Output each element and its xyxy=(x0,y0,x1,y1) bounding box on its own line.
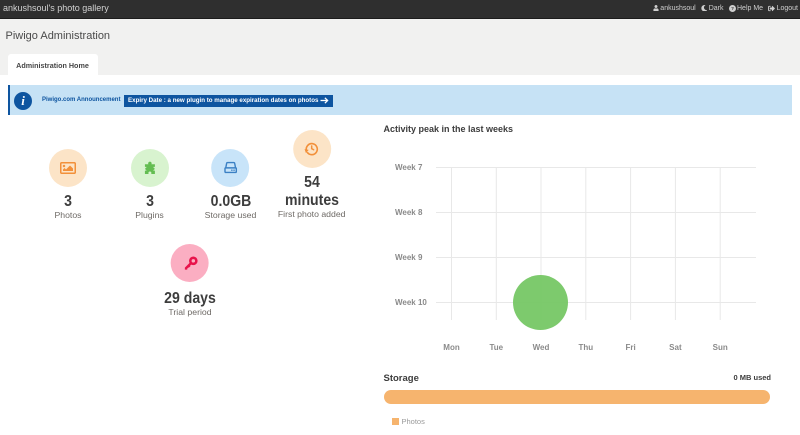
svg-text:?: ? xyxy=(731,6,734,11)
